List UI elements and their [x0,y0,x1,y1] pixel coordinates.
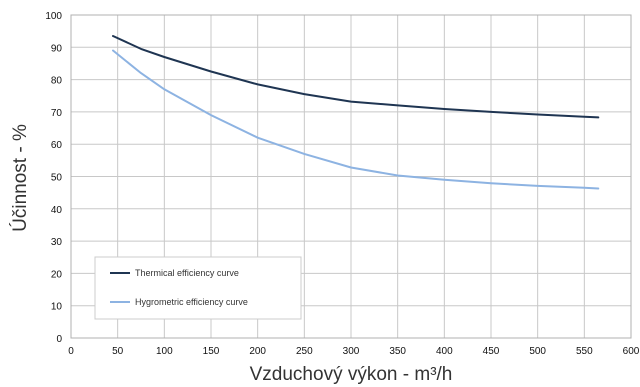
y-tick-label: 70 [51,108,63,119]
x-tick-label: 500 [529,346,546,357]
x-tick-label: 350 [389,346,406,357]
x-tick-label: 300 [343,346,360,357]
y-tick-label: 50 [51,173,63,184]
x-axis-title: Vzduchový výkon - m³/h [250,364,453,385]
legend-label-hygrometric: Hygrometric efficiency curve [135,297,248,307]
x-tick-label: 50 [112,346,124,357]
x-tick-label: 250 [296,346,313,357]
y-axis-ticks: 0 10 20 30 40 50 60 70 80 90 100 [45,11,62,345]
y-tick-label: 40 [51,205,63,216]
legend-box [94,256,302,320]
legend: Thermical efficiency curve Hygrometric e… [94,256,302,320]
y-tick-label: 10 [51,302,63,313]
x-tick-label: 450 [483,346,500,357]
series-layer [112,35,600,190]
y-tick-label: 60 [51,140,63,151]
series-line-thermical [112,35,600,119]
plot-frame [70,14,632,339]
series-line-hygrometric [112,49,600,190]
y-tick-label: 30 [51,237,63,248]
y-tick-label: 0 [56,334,62,345]
y-tick-label: 20 [51,269,63,280]
x-tick-label: 400 [436,346,453,357]
y-tick-label: 80 [51,76,63,87]
y-tick-label: 90 [51,43,63,54]
legend-label-thermical: Thermical efficiency curve [135,268,239,278]
x-tick-label: 550 [576,346,593,357]
x-tick-label: 200 [249,346,266,357]
x-tick-label: 150 [203,346,220,357]
x-axis-ticks: 0 50 100 150 200 250 300 350 400 450 500 550 600 [68,346,640,357]
y-axis-title: Účinnost - % [9,124,31,232]
x-tick-label: 100 [156,346,173,357]
x-tick-label: 0 [68,346,74,357]
x-tick-label: 600 [623,346,640,357]
plot-area-border [70,14,632,339]
y-tick-label: 100 [45,11,62,22]
